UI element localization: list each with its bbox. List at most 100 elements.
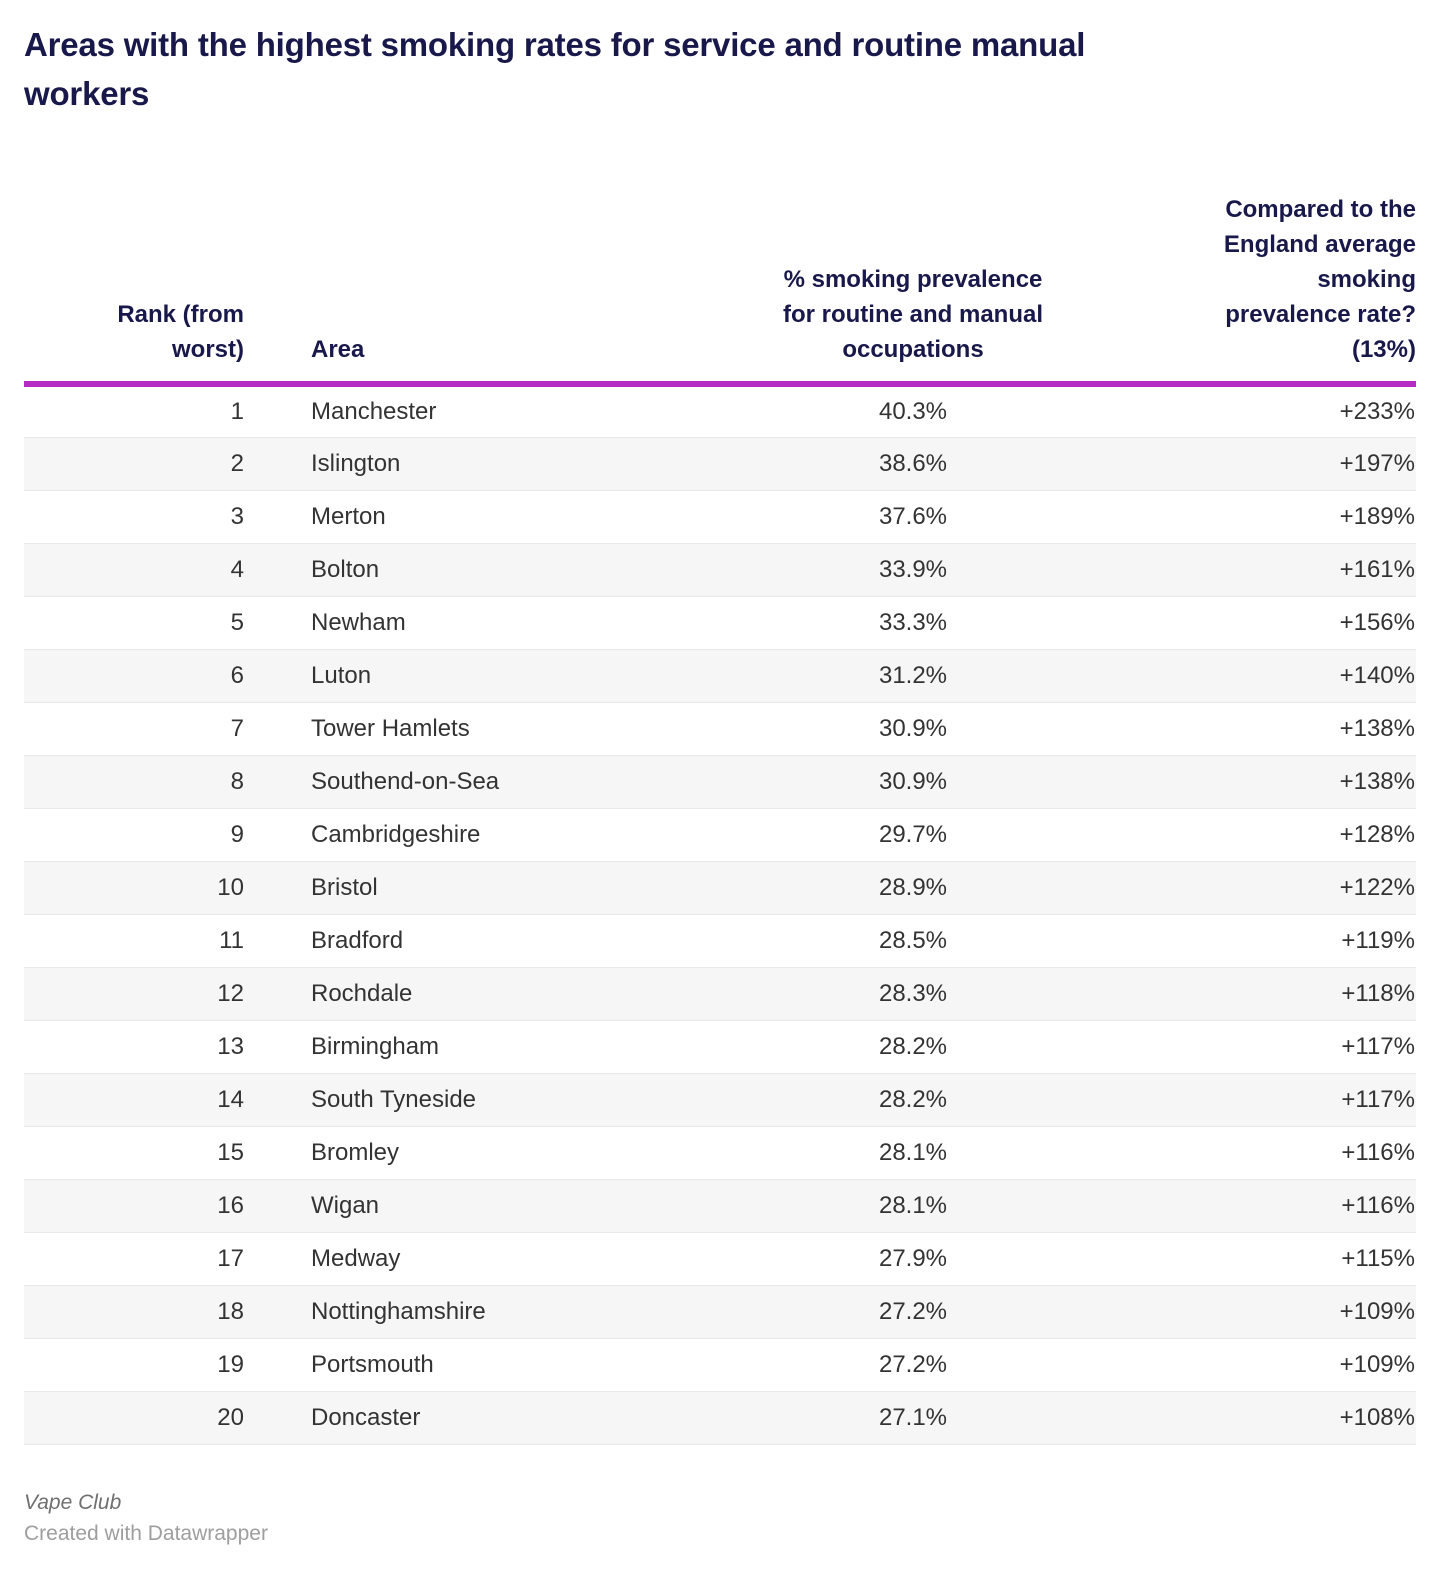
rank-cell: 14 bbox=[217, 1085, 244, 1113]
column-header-rank: Rank (from worst) bbox=[117, 301, 244, 363]
rank-cell: 17 bbox=[217, 1244, 244, 1272]
compared-cell: +138% bbox=[1339, 767, 1415, 795]
compared-cell: +118% bbox=[1341, 979, 1415, 1007]
table-row: 10 Bristol 28.9% +122% bbox=[24, 861, 1416, 914]
prevalence-cell: 38.6% bbox=[878, 449, 948, 477]
table-row: 1 Manchester 40.3% +233% bbox=[24, 384, 1416, 437]
prevalence-cell: 28.2% bbox=[878, 1032, 948, 1060]
table-row: 15 Bromley 28.1% +116% bbox=[24, 1126, 1416, 1179]
compared-cell: +233% bbox=[1339, 397, 1415, 425]
prevalence-cell: 29.7% bbox=[878, 820, 948, 848]
prevalence-cell: 28.1% bbox=[878, 1191, 948, 1219]
table-row: 6 Luton 31.2% +140% bbox=[24, 649, 1416, 702]
rank-cell: 20 bbox=[217, 1403, 244, 1431]
table-header: Rank (from worst) Area % smoking prevale… bbox=[24, 118, 1416, 384]
prevalence-cell: 28.9% bbox=[878, 873, 948, 901]
prevalence-cell: 30.9% bbox=[878, 767, 948, 795]
area-cell: Merton bbox=[311, 502, 386, 530]
prevalence-cell: 33.3% bbox=[878, 608, 948, 636]
rank-cell: 11 bbox=[219, 926, 244, 954]
compared-cell: +140% bbox=[1339, 661, 1415, 689]
rank-cell: 15 bbox=[217, 1138, 244, 1166]
prevalence-cell: 28.1% bbox=[878, 1138, 948, 1166]
prevalence-cell: 27.2% bbox=[878, 1350, 948, 1378]
prevalence-cell: 33.9% bbox=[878, 555, 948, 583]
area-cell: Medway bbox=[311, 1244, 401, 1272]
table-row: 5 Newham 33.3% +156% bbox=[24, 596, 1416, 649]
compared-cell: +109% bbox=[1339, 1350, 1415, 1378]
area-cell: Manchester bbox=[311, 397, 437, 425]
rank-cell: 16 bbox=[217, 1191, 244, 1219]
prevalence-cell: 27.9% bbox=[878, 1244, 948, 1272]
compared-cell: +197% bbox=[1339, 449, 1415, 477]
prevalence-cell: 28.3% bbox=[878, 979, 948, 1007]
area-cell: Newham bbox=[311, 608, 406, 636]
rank-cell: 18 bbox=[217, 1297, 244, 1325]
area-cell: Cambridgeshire bbox=[311, 820, 481, 848]
prevalence-cell: 30.9% bbox=[878, 714, 948, 742]
compared-cell: +117% bbox=[1341, 1085, 1415, 1113]
compared-cell: +128% bbox=[1339, 820, 1415, 848]
compared-cell: +116% bbox=[1341, 1138, 1415, 1166]
table-row: 14 South Tyneside 28.2% +117% bbox=[24, 1073, 1416, 1126]
rank-cell: 2 bbox=[230, 449, 244, 477]
compared-cell: +138% bbox=[1339, 714, 1415, 742]
table-row: 7 Tower Hamlets 30.9% +138% bbox=[24, 702, 1416, 755]
area-cell: Rochdale bbox=[311, 979, 413, 1007]
area-cell: Islington bbox=[311, 449, 401, 477]
area-cell: Bolton bbox=[311, 555, 380, 583]
table-row: 9 Cambridgeshire 29.7% +128% bbox=[24, 808, 1416, 861]
rank-cell: 6 bbox=[230, 661, 244, 689]
rank-cell: 1 bbox=[230, 397, 244, 425]
rank-cell: 3 bbox=[230, 502, 244, 530]
prevalence-cell: 28.5% bbox=[878, 926, 948, 954]
datawrapper-attribution-link[interactable]: Created with Datawrapper bbox=[24, 1521, 268, 1545]
area-cell: Bristol bbox=[311, 873, 378, 901]
chart-title: Areas with the highest smoking rates for… bbox=[24, 26, 1086, 112]
area-cell: Southend-on-Sea bbox=[311, 767, 500, 795]
rank-cell: 13 bbox=[217, 1032, 244, 1060]
rank-cell: 5 bbox=[230, 608, 244, 636]
table-row: 2 Islington 38.6% +197% bbox=[24, 437, 1416, 490]
compared-cell: +161% bbox=[1339, 555, 1415, 583]
compared-cell: +119% bbox=[1341, 926, 1415, 954]
prevalence-cell: 40.3% bbox=[878, 397, 948, 425]
rank-cell: 10 bbox=[217, 873, 244, 901]
compared-cell: +117% bbox=[1341, 1032, 1415, 1060]
column-header-area: Area bbox=[311, 336, 365, 363]
area-cell: South Tyneside bbox=[311, 1085, 477, 1113]
area-cell: Birmingham bbox=[311, 1032, 440, 1060]
table-row: 18 Nottinghamshire 27.2% +109% bbox=[24, 1285, 1416, 1338]
table-row: 16 Wigan 28.1% +116% bbox=[24, 1179, 1416, 1232]
table-row: 8 Southend-on-Sea 30.9% +138% bbox=[24, 755, 1416, 808]
table-row: 20 Doncaster 27.1% +108% bbox=[24, 1391, 1416, 1444]
table-row: 13 Birmingham 28.2% +117% bbox=[24, 1020, 1416, 1073]
rank-cell: 12 bbox=[217, 979, 244, 1007]
area-cell: Doncaster bbox=[311, 1403, 421, 1431]
table-header-row: Rank (from worst) Area % smoking prevale… bbox=[24, 118, 1416, 384]
area-cell: Nottinghamshire bbox=[311, 1297, 486, 1325]
prevalence-cell: 37.6% bbox=[878, 502, 948, 530]
table-row: 3 Merton 37.6% +189% bbox=[24, 490, 1416, 543]
rank-cell: 19 bbox=[217, 1350, 244, 1378]
footer: Vape Club Created with Datawrapper bbox=[24, 1487, 1416, 1573]
column-header-prevalence: % smoking prevalence for routine and man… bbox=[782, 266, 1043, 363]
compared-cell: +122% bbox=[1339, 873, 1415, 901]
area-cell: Bromley bbox=[311, 1138, 400, 1166]
source-byline: Vape Club bbox=[24, 1490, 122, 1514]
compared-cell: +109% bbox=[1339, 1297, 1415, 1325]
prevalence-cell: 27.2% bbox=[878, 1297, 948, 1325]
table-row: 4 Bolton 33.9% +161% bbox=[24, 543, 1416, 596]
rank-cell: 8 bbox=[230, 767, 244, 795]
compared-cell: +189% bbox=[1339, 502, 1415, 530]
table-body: 1 Manchester 40.3% +233% 2 Islington 38.6% +197… bbox=[24, 384, 1416, 1444]
area-cell: Wigan bbox=[311, 1191, 380, 1219]
rank-cell: 4 bbox=[230, 555, 244, 583]
rank-cell: 9 bbox=[230, 820, 244, 848]
prevalence-cell: 27.1% bbox=[878, 1403, 948, 1431]
area-cell: Bradford bbox=[311, 926, 404, 954]
compared-cell: +116% bbox=[1341, 1191, 1415, 1219]
table-row: 19 Portsmouth 27.2% +109% bbox=[24, 1338, 1416, 1391]
area-cell: Tower Hamlets bbox=[311, 714, 470, 742]
